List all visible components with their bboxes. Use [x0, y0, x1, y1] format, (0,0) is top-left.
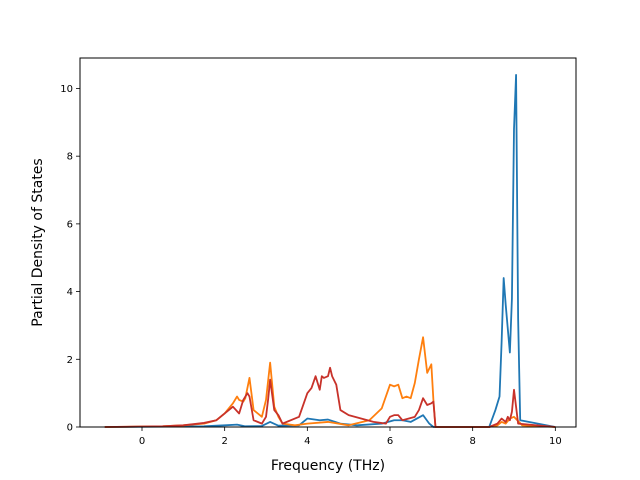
x-tick-label: 0 — [139, 436, 145, 447]
x-tick-label: 4 — [304, 436, 310, 447]
y-tick-label: 2 — [67, 355, 73, 366]
plot-frame — [79, 57, 577, 428]
y-tick-label: 0 — [67, 423, 73, 434]
y-axis-label: Partial Density of States — [30, 158, 46, 326]
y-tick-label: 10 — [60, 84, 73, 95]
ticks-layer: 0 2 4 6 8 10 0 2 4 6 8 10 — [60, 84, 561, 447]
x-tick-label: 8 — [469, 436, 475, 447]
x-axis-label: Frequency (THz) — [271, 458, 385, 474]
x-tick-label: 2 — [221, 436, 227, 447]
x-tick-label: 10 — [549, 436, 562, 447]
y-tick-label: 6 — [67, 219, 73, 230]
y-tick-label: 4 — [67, 287, 73, 298]
x-tick-label: 6 — [387, 436, 393, 447]
y-tick-label: 8 — [67, 152, 73, 163]
series-line-1 — [104, 74, 556, 428]
